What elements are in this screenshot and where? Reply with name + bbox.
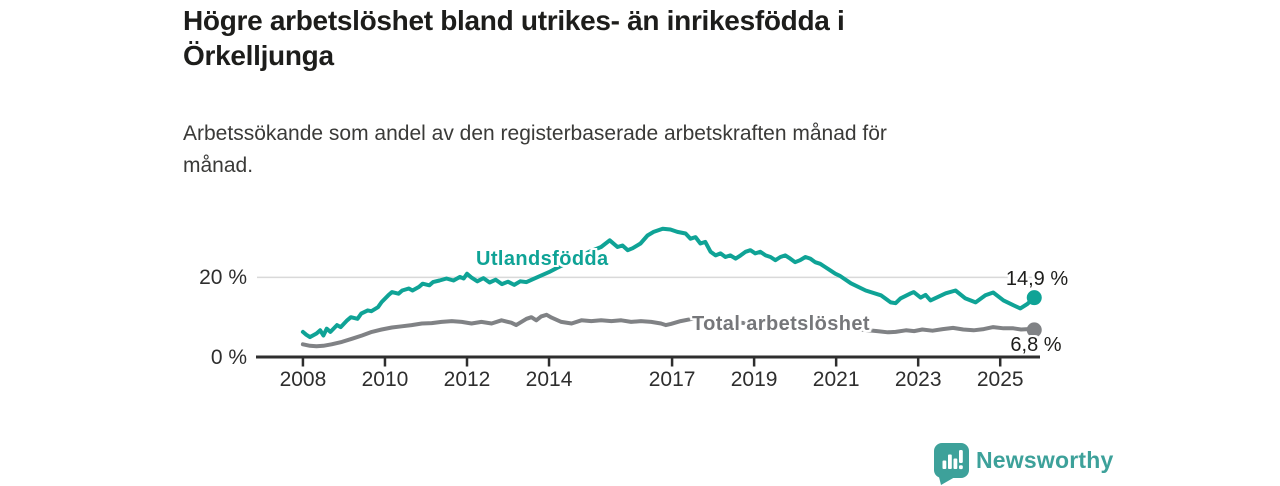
chart-title-line1: Högre arbetslöshet bland utrikes- än inr… xyxy=(183,5,845,36)
series-line-utlandsf-dda xyxy=(300,226,1037,340)
x-tick-label-2014: 2014 xyxy=(525,368,573,391)
x-tick-label-2025: 2025 xyxy=(976,368,1024,391)
y-tick-label-0: 0 % xyxy=(210,346,247,369)
series-label-total-arbetsloshet: Total arbetslöshet xyxy=(692,313,870,335)
latest-value-label-total-arbetsloshet: 6,8 % xyxy=(1010,334,1062,356)
series-end-dot-utlandsf-dda xyxy=(1026,290,1042,306)
newsworthy-logo-icon xyxy=(934,443,969,485)
brand-name: Newsworthy xyxy=(976,447,1114,473)
x-tick-label-2017: 2017 xyxy=(648,368,696,391)
x-tick-label-2021: 2021 xyxy=(812,368,860,391)
x-tick-label-2019: 2019 xyxy=(730,368,778,391)
series-label-utlandsfodda: Utlandsfödda xyxy=(476,248,609,270)
y-tick-label-20: 20 % xyxy=(199,266,247,290)
series-end-dot-total-arbetsl-shet xyxy=(1026,322,1042,338)
series-line-total-arbetsl-shet xyxy=(300,312,1037,349)
x-tick-label-2008: 2008 xyxy=(279,368,327,391)
x-tick-label-2010: 2010 xyxy=(361,368,409,391)
chart-title: Högre arbetslöshet bland utrikes- än inr… xyxy=(183,3,1003,73)
x-tick-label-2012: 2012 xyxy=(443,368,491,391)
latest-value-label-utlandsfodda: 14,9 % xyxy=(1005,268,1069,290)
chart-subtitle: Arbetssökande som andel av den registerb… xyxy=(183,122,887,177)
chart-title-line2: Örkelljunga xyxy=(183,40,334,71)
x-tick-label-2023: 2023 xyxy=(894,368,942,391)
